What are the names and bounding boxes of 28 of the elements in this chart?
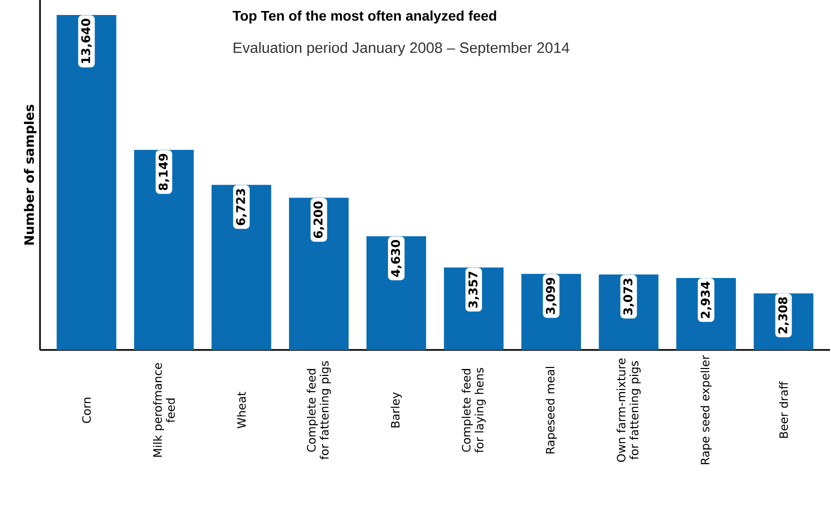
- data-label: 13,640: [81, 18, 92, 64]
- data-label: 3,099: [546, 278, 556, 314]
- x-tick-label: Corn: [82, 398, 91, 423]
- data-label: 3,357: [468, 272, 480, 308]
- data-label: 8,149: [158, 154, 170, 190]
- data-label: 6,200: [314, 201, 324, 238]
- text: Evaluation period January 2008 – September 2014: [234, 42, 570, 56]
- x-tick-label: Milk perofmance feed: [153, 363, 175, 457]
- bar: [289, 198, 349, 350]
- x-tick-label: Rape seed expeller: [700, 355, 712, 464]
- x-tick-label: Complete feed for laying hens: [462, 368, 486, 453]
- x-tick-label: Complete feed for fattening pigs: [306, 361, 331, 460]
- x-tick-label: Own farm-mixture for fattening pigs: [616, 358, 641, 462]
- x-tick-label: Wheat: [236, 392, 246, 428]
- y-axis-title: Number of samples: [24, 104, 36, 245]
- x-tick-label: Barley: [390, 392, 402, 428]
- data-label: 6,723: [236, 189, 247, 226]
- data-label: 3,073: [623, 278, 634, 315]
- data-label: 4,630: [390, 240, 402, 277]
- bar: [212, 184, 272, 350]
- chart-title: Top Ten of the most often analyzed feed: [232, 10, 496, 24]
- bar: [56, 15, 116, 350]
- x-tick-label: Rapeseed meal: [546, 366, 557, 454]
- data-label: 2,308: [778, 297, 789, 334]
- bar: [134, 150, 194, 350]
- data-label: 2,934: [700, 282, 712, 318]
- bar: [366, 236, 426, 350]
- x-tick-label: Beer draff: [779, 381, 788, 438]
